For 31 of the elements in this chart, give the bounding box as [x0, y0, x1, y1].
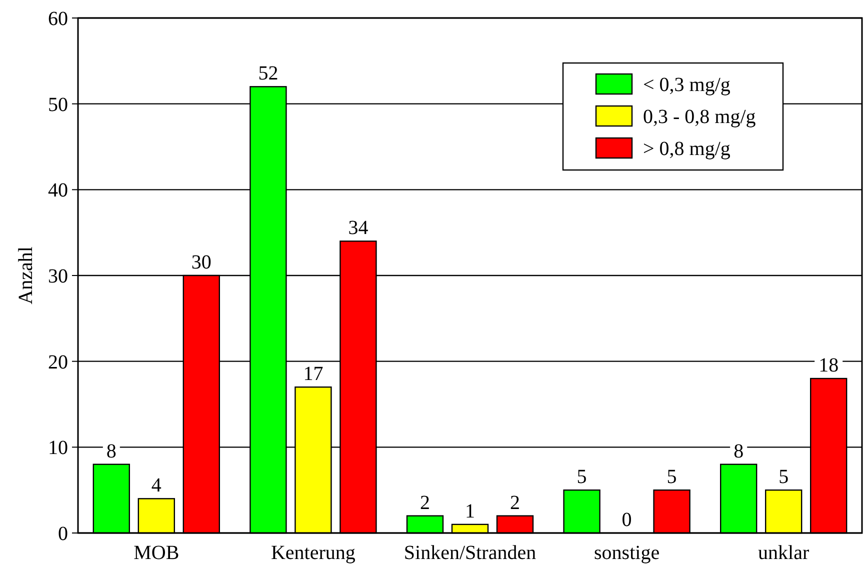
y-tick-label: 0 — [58, 523, 68, 545]
data-label: 0 — [622, 509, 632, 531]
legend-label: 0,3 - 0,8 mg/g — [643, 106, 756, 128]
y-axis-title: Anzahl — [15, 246, 37, 304]
data-label: 30 — [191, 252, 212, 274]
x-tick-label: Sinken/Stranden — [404, 542, 536, 564]
x-tick-label: MOB — [134, 542, 180, 564]
data-label: 5 — [576, 466, 587, 488]
x-tick-label: sonstige — [594, 542, 660, 564]
data-label: 1 — [465, 500, 475, 522]
data-label: 17 — [303, 363, 324, 386]
y-tick-label: 40 — [48, 180, 68, 202]
data-label: 52 — [258, 62, 278, 85]
x-tick-label: Kenterung — [270, 542, 356, 564]
y-tick-label: 60 — [48, 8, 68, 30]
data-label: 4 — [151, 474, 162, 497]
data-label: 2 — [510, 492, 520, 514]
y-tick-label: 30 — [48, 266, 68, 288]
y-tick-label: 50 — [48, 94, 68, 116]
y-tick-label: 20 — [48, 351, 68, 374]
data-label: 2 — [420, 492, 430, 514]
legend-label: > 0,8 mg/g — [643, 138, 730, 160]
y-tick-label: 10 — [48, 437, 68, 460]
data-label: 8 — [734, 440, 744, 462]
data-label: 34 — [348, 217, 368, 240]
data-label: 8 — [106, 440, 116, 462]
data-label: 5 — [778, 466, 789, 488]
data-label: 5 — [666, 466, 677, 488]
x-tick-label: unklar — [758, 542, 810, 564]
data-label: 18 — [818, 354, 839, 376]
legend-label: < 0,3 mg/g — [643, 74, 730, 96]
